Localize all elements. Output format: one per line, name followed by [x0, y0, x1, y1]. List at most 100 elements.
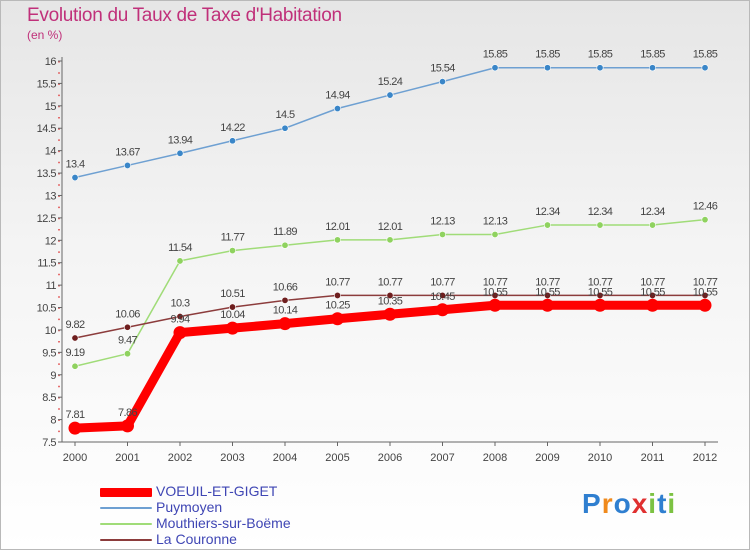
chart-title: Evolution du Taux de Taxe d'Habitation	[27, 5, 342, 26]
logo-letter: i	[667, 488, 677, 519]
data-point	[648, 64, 656, 72]
data-label: 7.81	[65, 409, 84, 421]
y-tick-label: 13	[45, 190, 57, 202]
data-point	[68, 421, 82, 435]
x-tick-label: 2000	[63, 452, 87, 464]
data-label: 12.01	[378, 221, 403, 233]
logo-letter: o	[613, 488, 632, 519]
data-point	[333, 291, 341, 299]
data-point	[596, 221, 604, 229]
data-label: 15.24	[378, 76, 403, 88]
data-label: 10.3	[170, 297, 189, 309]
data-label: 10.77	[325, 276, 350, 288]
data-point	[438, 230, 446, 238]
data-label: 10.77	[588, 276, 613, 288]
data-label: 15.85	[640, 49, 665, 61]
data-label: 10.25	[325, 300, 350, 312]
data-label: 12.13	[430, 215, 455, 227]
data-label: 10.77	[693, 276, 718, 288]
legend-swatch	[100, 507, 152, 509]
data-point	[121, 419, 134, 433]
logo-letter: P	[582, 488, 602, 519]
data-label: 7.86	[118, 407, 137, 419]
data-point	[333, 105, 341, 113]
data-point	[176, 312, 184, 320]
logo-letter: t	[657, 488, 668, 519]
data-point	[71, 362, 79, 370]
data-label: 10.51	[220, 288, 245, 300]
data-label: 10.77	[483, 276, 508, 288]
data-point	[173, 326, 187, 340]
data-point	[281, 241, 289, 249]
logo-letter: i	[648, 488, 658, 519]
data-point	[71, 334, 79, 342]
data-point	[176, 257, 184, 265]
y-tick-label: 13.5	[37, 168, 57, 180]
x-tick-label: 2010	[588, 452, 612, 464]
data-label: 9.82	[65, 319, 84, 331]
data-label: 10.77	[378, 276, 403, 288]
data-label: 10.55	[693, 286, 718, 298]
data-point	[701, 216, 709, 224]
data-label: 10.14	[273, 305, 298, 317]
x-tick-label: 2009	[535, 452, 559, 464]
x-tick-label: 2011	[641, 452, 665, 464]
data-label: 12.01	[325, 221, 350, 233]
y-tick-label: 8	[50, 415, 56, 427]
data-label: 15.85	[588, 49, 613, 61]
data-point	[124, 350, 132, 358]
x-tick-label: 2008	[483, 452, 507, 464]
x-tick-label: 2007	[430, 452, 454, 464]
data-point	[698, 298, 712, 312]
y-tick-label: 15.5	[37, 78, 57, 90]
data-label: 10.35	[378, 295, 403, 307]
x-tick-label: 2006	[378, 452, 402, 464]
y-tick-label: 10.5	[37, 303, 57, 315]
chart-subtitle: (en %)	[27, 28, 63, 42]
data-point	[229, 303, 237, 311]
data-label: 11.77	[221, 232, 245, 244]
y-tick-label: 16	[45, 56, 57, 68]
data-point	[543, 221, 551, 229]
logo-letter: x	[631, 488, 649, 519]
data-point	[226, 321, 239, 335]
data-label: 11.89	[273, 226, 297, 238]
x-tick-label: 2004	[273, 452, 297, 464]
legend-swatch	[100, 487, 152, 497]
data-label: 10.55	[535, 286, 560, 298]
data-point	[648, 221, 656, 229]
x-tick-label: 2005	[325, 452, 349, 464]
data-point	[648, 291, 656, 299]
y-tick-label: 10	[45, 325, 57, 337]
y-tick-label: 9	[50, 370, 56, 382]
legend-swatch	[100, 539, 152, 541]
y-tick-label: 14.5	[37, 123, 57, 135]
data-point	[436, 303, 449, 317]
data-point	[438, 78, 446, 86]
data-point	[541, 298, 554, 312]
data-point	[491, 64, 499, 72]
data-point	[596, 291, 604, 299]
data-point	[543, 291, 551, 299]
data-point	[491, 230, 499, 238]
data-point	[281, 296, 289, 304]
data-label: 10.77	[430, 276, 455, 288]
legend-label: VOEUIL-ET-GIGET	[156, 483, 278, 499]
x-tick-label: 2003	[220, 452, 244, 464]
data-point	[386, 291, 394, 299]
data-point	[281, 124, 289, 132]
data-point	[333, 236, 341, 244]
data-label: 10.55	[640, 286, 665, 298]
data-point	[596, 64, 604, 72]
data-point	[543, 64, 551, 72]
y-tick-label: 12	[45, 235, 57, 247]
logo-letter: r	[601, 488, 614, 519]
data-label: 12.13	[483, 215, 508, 227]
data-label: 14.5	[275, 109, 294, 121]
data-point	[71, 174, 79, 182]
x-tick-label: 2002	[168, 452, 192, 464]
data-point	[593, 298, 607, 312]
y-tick-label: 8.5	[42, 392, 56, 404]
data-label: 10.06	[115, 308, 140, 320]
y-tick-label: 7.5	[42, 437, 56, 449]
